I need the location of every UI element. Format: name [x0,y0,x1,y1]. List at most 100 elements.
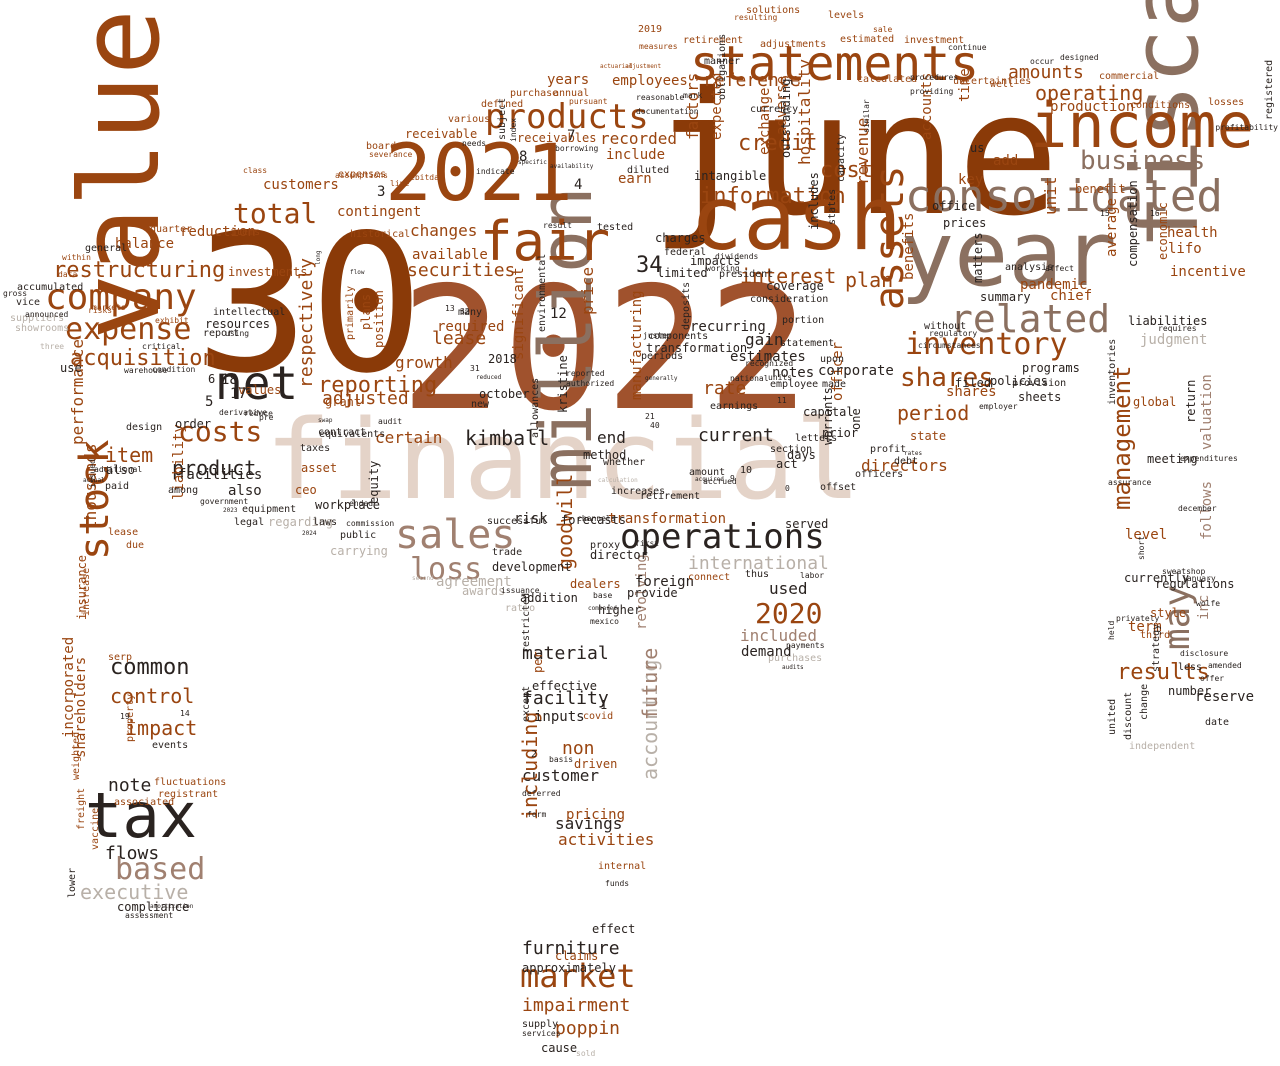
word-labor: labor [800,571,825,580]
word-claims: claims [555,949,599,963]
word-portion: portion [782,315,825,326]
word-shares: shares [946,384,997,400]
word-annual: annual [553,88,590,99]
word-lower: lower [67,867,78,898]
word-showrooms: showrooms [15,323,70,334]
word-sheets: sheets [1018,390,1062,404]
word-contract: contract [318,427,367,438]
word-forecasts: forecasts [561,513,627,527]
word-suppliers: suppliers [10,313,65,324]
word-inventory: inventory [905,327,1068,362]
word-plans: plans [359,293,373,330]
word-strategy: strategy [1151,623,1162,672]
word-laws: laws [313,517,338,528]
word-6: 6 [208,372,216,386]
word-include: include [606,147,666,163]
word-profitability: profitability [1215,123,1278,132]
word-warehouse: warehouse [124,366,168,375]
word-facility: facility [522,688,609,709]
word-investment: investment [904,35,965,46]
word-information: information [700,184,846,209]
word-supply: supply [522,1019,559,1030]
word-similar: similar [862,99,871,133]
word-future: future [638,647,662,720]
word-general: general [85,243,128,254]
word-average: average [1104,197,1120,257]
word-price: price [578,266,597,315]
word-2023: 2023 [223,507,238,514]
word-12: 12 [550,306,567,322]
word-debt: debt [894,456,919,467]
word-many: many [458,307,483,318]
word-inputs: inputs [534,709,585,725]
word-current: current [698,425,774,446]
word-needs: needs [462,139,487,148]
word-line: line [390,179,410,188]
word-data: data [58,270,78,279]
word-income: income [1030,89,1254,162]
word-mark: mark [683,91,703,100]
word-method: method [583,448,627,462]
word-reduction: reduction [180,224,256,240]
word-adjusted: adjusted [322,388,409,409]
word-key: key [958,172,984,188]
word-order: order [175,417,212,431]
word-expenditures: expenditures [1180,454,1238,463]
word-first: first [635,539,660,548]
word-demand: demand [741,644,792,660]
word-products: products [485,97,649,137]
word-programs: programs [1022,361,1080,375]
word-use: use [60,361,82,375]
word-employee: employee [770,379,819,390]
word-notes: notes [772,365,815,381]
word-announced: announced [25,310,69,319]
word-derivative: derivative [219,408,268,417]
word-note: note [108,775,152,796]
word-coverage: coverage [766,279,824,293]
word-common: common [110,655,190,680]
word-years: years [547,72,590,88]
word-increases: increases [611,486,666,497]
word-resources: resources [205,317,271,331]
word-dealers: dealers [570,577,621,591]
word-carrying: carrying [330,544,388,558]
word-also: also [106,463,135,477]
word-offset: offset [820,482,857,493]
word-executive: executive [80,880,189,904]
word-8: 8 [519,149,528,165]
word-statement: statement [780,338,835,349]
word-freight: freight [76,787,87,830]
word-director: director [590,548,648,562]
word-internal: internal [598,861,647,872]
word-well: well [990,79,1015,90]
word-impairment: impairment [522,995,631,1016]
word-2019: 2019 [638,24,663,35]
word-used: used [769,579,808,598]
word-product: product [172,456,257,480]
word-design: design [126,422,163,433]
word-13: 13 [445,304,455,313]
word-measures: measures [639,42,678,51]
word-october: october [479,387,530,401]
word-historical: historical [350,229,411,240]
word-currently: currently [1124,571,1190,585]
word-office: office [932,199,976,213]
word-higher: higher [598,603,642,617]
word-company: company [45,277,197,318]
word-tested: tested [597,222,634,233]
word-levels: levels [828,10,865,21]
word-sold: sold [576,1049,596,1058]
word-authorized: authorized [566,379,615,388]
word-prices: prices [943,216,987,230]
word-2024: 2024 [302,530,317,537]
word-ebitda: ebitda [410,173,439,182]
word-14: 14 [180,709,190,718]
word-balance: balance [115,236,175,252]
word-short: short [1137,535,1146,560]
word-manner: manner [704,56,741,67]
word-paid: paid [105,481,130,492]
word-international: international [688,553,829,574]
word-equivalents: equivalents [319,429,386,440]
word-return: return [1184,379,1198,423]
word-reduce: reduce [244,409,273,418]
